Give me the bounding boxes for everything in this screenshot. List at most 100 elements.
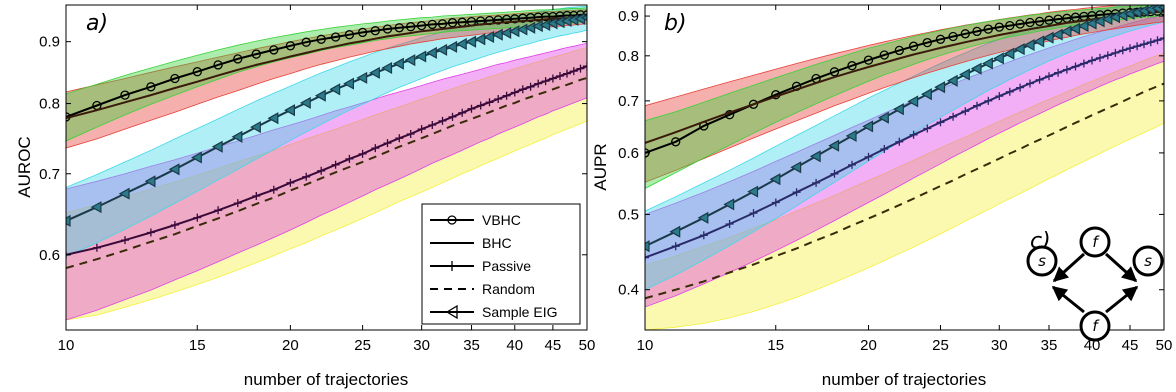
point-vbhc [316,34,326,44]
point-vbhc [894,45,904,56]
point-sample-eig [878,111,889,124]
y-tick-label: 0.9 [618,8,639,25]
x-tick-label: 20 [860,337,877,354]
y-tick-label: 0.6 [39,247,60,264]
point-vbhc [994,22,1004,32]
point-sample-eig [144,175,156,188]
point-vbhc [330,32,341,42]
point-sample-eig [191,151,202,164]
point-sample-eig [1013,43,1025,56]
x-tick-label: 20 [282,337,299,354]
point-vbhc [935,34,946,44]
point-passive [1118,46,1127,55]
point-passive [371,144,380,153]
point-passive [417,125,426,134]
point-passive [569,67,578,76]
panel-b-y-ticks: 0.4 0.5 0.6 0.7 0.8 0.9 [618,8,1164,299]
point-vbhc [922,37,932,48]
node-right-label: s [1144,252,1152,270]
panel-a: 10 15 20 25 30 35 40 45 50 0.6 0.7 0.8 0.9 number o… [15,4,595,389]
point-sample-eig [426,46,437,59]
panel-a-xlabel: number of trajectories [244,370,408,389]
point-passive [880,145,889,153]
x-tick-label: 15 [767,337,784,354]
node-bottom-label: f [1092,317,1100,335]
point-sample-eig [500,26,512,40]
point-passive [286,178,295,187]
point-sample-eig [446,40,458,53]
point-sample-eig [343,77,354,90]
point-passive [725,220,734,228]
point-sample-eig [769,173,781,186]
point-passive [92,243,101,252]
point-vbhc [1005,20,1015,31]
point-sample-eig [862,120,874,133]
point-vbhc [416,20,427,31]
band-vbhc [645,5,1164,189]
point-sample-eig [168,163,180,176]
panel-b-x-ticks: 10 15 20 25 30 35 40 45 50 [637,5,1172,354]
point-vbhc [427,19,437,30]
x-tick-label: 25 [932,337,949,354]
point-sample-eig [66,214,71,227]
point-passive [1126,44,1134,53]
point-passive [1140,40,1148,49]
x-tick-label: 30 [413,337,430,354]
point-sample-eig [524,21,536,34]
point-passive [467,104,476,113]
panel-a-label: a) [86,11,108,36]
point-vbhc [344,30,355,40]
point-sample-eig [455,37,467,51]
point-vbhc [447,18,458,28]
point-passive [428,121,437,129]
legend-label: Random [482,281,535,297]
point-passive [1146,38,1155,47]
point-vbhc [847,61,857,71]
band-random [645,52,1164,330]
point-vbhc [370,26,380,36]
point-passive [395,134,404,143]
y-tick-label: 0.7 [618,93,639,110]
legend-item-random: Random [430,281,535,297]
point-sample-eig [1093,15,1105,28]
legend-item-sample-eig: Sample EIG [430,304,557,320]
point-vbhc [301,37,311,47]
point-passive [302,172,311,181]
point-vbhc [972,26,982,37]
point-passive [494,95,503,103]
node-top: f [1079,226,1111,258]
series-line-random [645,82,1164,300]
point-passive [170,221,179,229]
point-passive [1026,79,1034,88]
x-tick-label: 45 [1122,337,1139,354]
point-passive [909,130,918,139]
point-passive [383,139,392,148]
point-vbhc [863,55,874,65]
point-vbhc [213,60,223,70]
panel-a-lines [66,10,587,270]
x-tick-label: 45 [545,337,562,354]
point-vbhc [437,19,448,29]
point-sample-eig [516,23,528,36]
point-vbhc [251,49,261,59]
point-passive [1079,59,1088,68]
point-sample-eig [934,81,946,94]
y-tick-label: 0.5 [618,206,639,223]
point-passive [1071,62,1080,71]
edge-bottom-left-arrow [1051,285,1085,314]
point-vbhc [394,23,404,33]
x-tick-label: 10 [58,337,75,354]
legend-item-vbhc: VBHC [430,212,521,228]
point-vbhc [120,90,130,100]
x-tick-label: 15 [189,337,206,354]
point-passive [1111,48,1120,57]
panel-a-x-ticks: 10 15 20 25 30 35 40 45 50 [58,5,595,354]
legend-label: Sample EIG [482,304,557,320]
point-vbhc [960,29,970,39]
series-line-bhc [66,16,587,120]
point-sample-eig [946,74,958,87]
panel-b: 10 15 20 25 30 35 40 45 50 0.40.50.60.70.80.9 nu… [591,4,1172,389]
point-passive [345,154,354,163]
point-passive [121,236,129,245]
